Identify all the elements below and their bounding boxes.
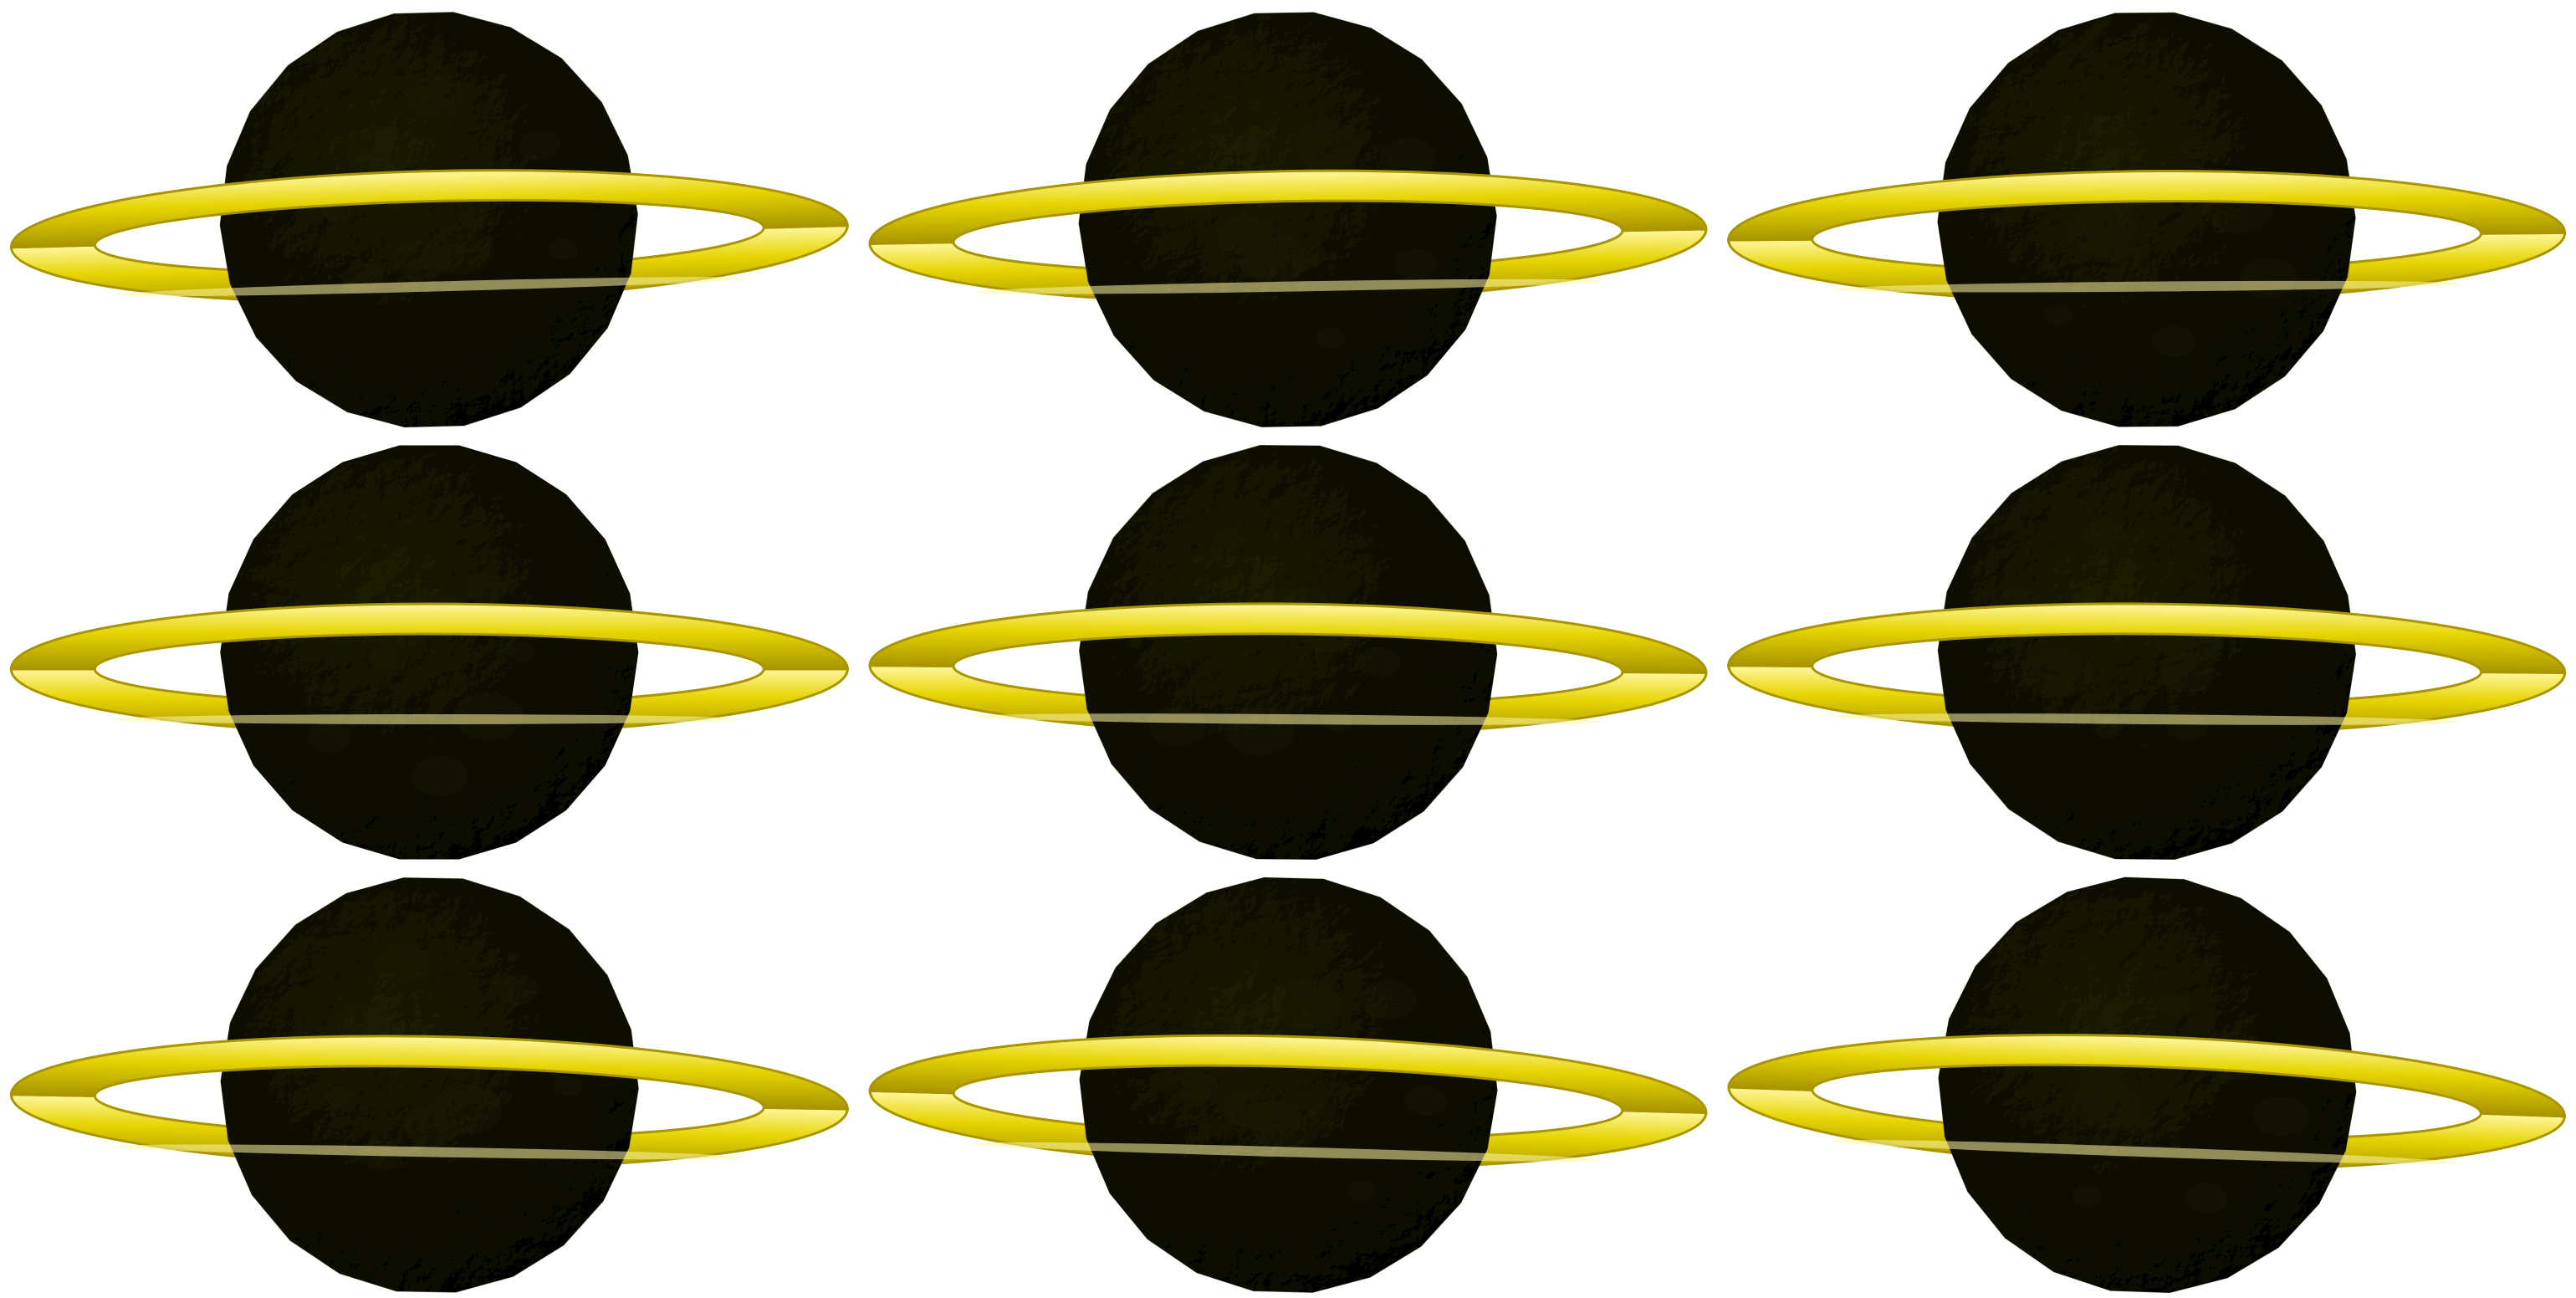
crater [1307, 1102, 1338, 1124]
ring-highlight [115, 714, 744, 724]
crater [432, 1084, 503, 1134]
crater [465, 572, 509, 604]
crater [495, 974, 539, 1005]
crater [1214, 1010, 1245, 1032]
crater [368, 647, 399, 669]
ringed-planet [868, 445, 1708, 860]
planet-ring-front [9, 1035, 849, 1111]
crater [1394, 248, 1439, 279]
ringed-planet [9, 877, 849, 1293]
crater [411, 756, 468, 796]
crater [2072, 1080, 2143, 1130]
ringed-planet [1727, 876, 2566, 1293]
crater [547, 238, 578, 260]
ringed-planet [1727, 12, 2567, 427]
ring-highlight [975, 279, 1602, 294]
planet-ring-front [868, 602, 1708, 674]
crater [506, 641, 537, 663]
ring-highlight [1833, 280, 2461, 293]
crater [2043, 304, 2074, 326]
ringed-planet [9, 445, 849, 860]
crater [2151, 326, 2195, 357]
crater [2184, 1183, 2228, 1214]
planet-ring-front [1727, 1033, 2566, 1118]
planet-ring-front [868, 1034, 1708, 1114]
crater [1378, 137, 1436, 178]
planet-sphere [1937, 12, 2356, 427]
crater [1315, 327, 1346, 349]
planet-sphere [1079, 445, 1498, 860]
ring-highlight [973, 1142, 1601, 1162]
crater [406, 75, 464, 116]
planet-ring-front [1727, 602, 2567, 674]
crater [1270, 979, 1342, 1029]
ring-highlight [1831, 1139, 2459, 1164]
crater [1347, 1180, 1377, 1202]
planet-sphere [1937, 445, 2356, 860]
crater [1298, 243, 1329, 265]
crater [1291, 120, 1362, 170]
crater [1250, 1101, 1321, 1152]
crater [1214, 529, 1245, 550]
crater [2180, 138, 2211, 161]
ringed-planet [1727, 445, 2567, 860]
crater [307, 722, 351, 754]
planet-sphere [1079, 877, 1498, 1293]
planet-ring-front [9, 602, 849, 671]
planet-sphere [220, 445, 639, 860]
crater [1357, 646, 1402, 677]
crater [323, 1085, 354, 1106]
ring-highlight [115, 1144, 743, 1160]
ringed-planet [868, 877, 1708, 1293]
crater [2022, 648, 2093, 698]
crater [2075, 999, 2119, 1030]
planet-sphere [220, 877, 639, 1293]
crater [1216, 215, 1274, 256]
crater [404, 1106, 462, 1147]
planet-sphere [1078, 12, 1497, 427]
crater [2081, 519, 2125, 550]
crater [1403, 1086, 1448, 1117]
crater [2067, 206, 2138, 255]
crater [1174, 1070, 1219, 1101]
ringed-planet [9, 12, 849, 427]
crater [2124, 1115, 2154, 1137]
crater [1223, 1089, 1280, 1129]
crater [392, 240, 450, 281]
ring-highlight [117, 277, 744, 297]
planet-ring-front [10, 169, 849, 249]
crater [1232, 135, 1263, 156]
ringed-planet [868, 12, 1708, 427]
crater [2113, 247, 2144, 268]
crater [459, 207, 490, 229]
crater [2205, 537, 2236, 559]
planet-ring-front [868, 169, 1708, 245]
ring-highlight [1832, 713, 2461, 725]
crater [1239, 234, 1310, 284]
crater [518, 130, 562, 161]
planet-sphere [219, 12, 638, 427]
planet-ring-front [1727, 170, 2567, 242]
crater [1359, 979, 1417, 1020]
crater [344, 125, 415, 176]
crater [373, 943, 431, 984]
crater [423, 226, 494, 276]
planet-sphere [1938, 876, 2357, 1293]
crater [2159, 652, 2216, 692]
crater [2094, 125, 2139, 157]
crater [2252, 1096, 2310, 1137]
crater [2160, 995, 2191, 1017]
ring-highlight [974, 713, 1602, 725]
crater [2072, 1186, 2103, 1208]
crater [552, 1075, 583, 1096]
